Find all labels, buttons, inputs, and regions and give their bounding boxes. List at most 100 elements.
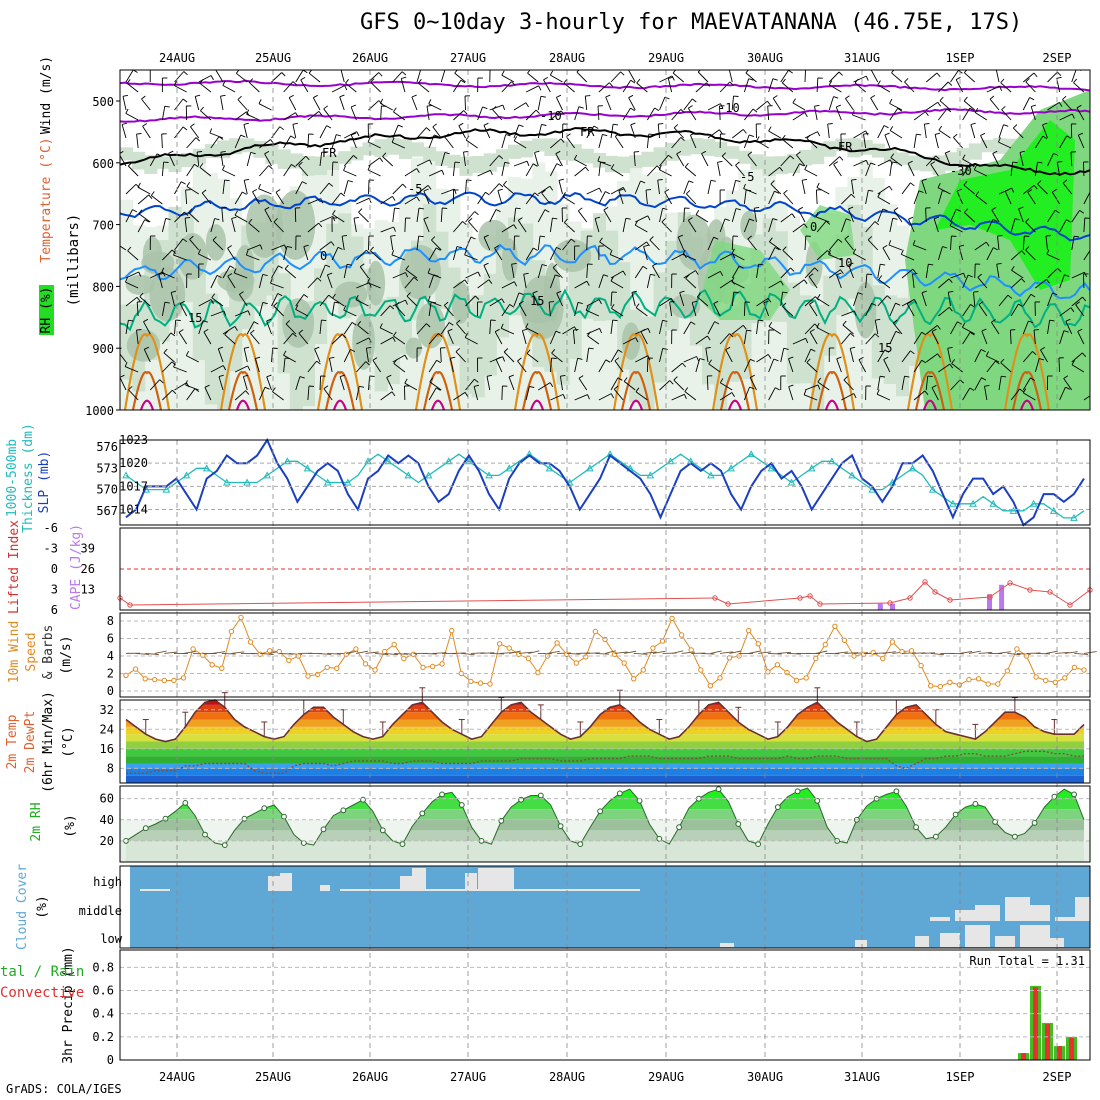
wind-barb xyxy=(295,309,309,317)
wind-barb xyxy=(921,180,927,195)
wind-barb xyxy=(142,126,151,139)
wind-barb-flag xyxy=(809,329,815,333)
wind-barb-flag xyxy=(1012,124,1018,129)
li-line xyxy=(934,591,951,601)
wind-barb xyxy=(220,152,224,167)
wind-barb xyxy=(390,236,394,251)
rh-shade-upper xyxy=(398,139,412,159)
wind-barb xyxy=(486,376,491,391)
wind-barb-flag xyxy=(891,70,895,74)
thickness-marker xyxy=(586,464,594,472)
wind-barb xyxy=(548,302,551,317)
wind-barb xyxy=(513,140,527,149)
wind-barb-flag xyxy=(201,189,207,194)
rh-shade-patch xyxy=(451,281,471,324)
wind-barb xyxy=(452,162,456,177)
wind-barb-flag xyxy=(183,71,188,76)
wind-barb xyxy=(865,333,876,345)
wind-barb-flag xyxy=(657,179,663,181)
wind-speed-marker xyxy=(784,669,790,676)
wind-barb xyxy=(1000,362,1012,373)
wind-barb xyxy=(998,141,1012,149)
wind-barb xyxy=(782,306,794,317)
rh-marker xyxy=(518,796,524,803)
wind-barb xyxy=(367,282,381,289)
wind-barb xyxy=(781,138,794,149)
wind-barb xyxy=(151,195,163,205)
wind-barb xyxy=(597,105,600,121)
wind-barb-flag xyxy=(587,394,590,400)
rh-shade-upper xyxy=(532,138,546,152)
wind-speed-marker xyxy=(707,683,714,689)
mid-cloud-block xyxy=(1030,905,1050,921)
wind-barb xyxy=(201,192,212,205)
wind-barb-flag xyxy=(685,274,690,279)
wind-barb-flag xyxy=(1033,72,1038,78)
wind-barb xyxy=(525,85,539,93)
wind-barb-flag xyxy=(746,329,752,332)
wind-barb xyxy=(997,236,1000,251)
wind-barb xyxy=(768,78,774,93)
rh-marker xyxy=(952,811,959,818)
wind-barb-flag xyxy=(628,70,629,71)
wind-barb-flag xyxy=(921,178,927,182)
wind-barb xyxy=(865,221,876,233)
wind-barb-flag xyxy=(262,273,268,277)
wind-barb xyxy=(844,238,854,251)
wind-barb-flag xyxy=(305,155,310,161)
wind-barb xyxy=(901,253,915,261)
wind-barb xyxy=(798,209,806,223)
wind-barb xyxy=(925,155,937,167)
wind-barb xyxy=(649,239,660,251)
rh-shade-mid xyxy=(605,230,619,321)
contour-label: 15 xyxy=(530,294,544,308)
wind-barb xyxy=(828,156,840,167)
wind-barb xyxy=(1022,97,1031,111)
wind-barb xyxy=(158,274,163,289)
wind-barb-flag xyxy=(949,221,953,226)
rh-marker xyxy=(537,792,544,799)
wind-barb-flag xyxy=(615,133,620,137)
wind-barb-flag xyxy=(1092,248,1096,251)
wind-barb xyxy=(634,241,647,251)
wind-barb xyxy=(465,179,467,195)
wind-speed-marker xyxy=(928,683,934,689)
wind-barb xyxy=(173,366,187,373)
wind-barb-flag xyxy=(527,70,531,74)
wind-barb xyxy=(125,209,133,223)
wind-barb-flag xyxy=(497,188,503,192)
wind-barb-flag xyxy=(218,346,224,350)
wind-barb xyxy=(222,85,236,93)
wind-barb-flag xyxy=(426,323,431,328)
wind-barb xyxy=(719,333,730,345)
li-marker xyxy=(1007,580,1013,586)
wind-barb xyxy=(962,107,971,121)
wind-barb xyxy=(258,274,264,289)
wind-barb-flag xyxy=(780,280,784,286)
wind-barb xyxy=(877,295,888,307)
rh-shade-mid xyxy=(435,231,449,310)
wind-barb-flag xyxy=(534,192,539,197)
wind-barb-flag xyxy=(837,238,843,243)
thickness-marker xyxy=(162,485,171,493)
wind-barb xyxy=(614,360,624,373)
contour-30 xyxy=(236,399,250,410)
wind-barb-flag xyxy=(854,78,859,84)
rh-shade-upper xyxy=(714,141,728,157)
wind-barb-flag xyxy=(853,393,857,399)
wind-barb xyxy=(610,291,613,307)
wind-barb xyxy=(508,376,515,391)
wind-barb xyxy=(501,74,515,83)
wind-barb-flag xyxy=(767,297,772,303)
wind-speed-marker xyxy=(746,627,752,634)
wind-barb-flag xyxy=(227,245,232,249)
wind-barb-flag xyxy=(258,99,262,104)
wind-barb xyxy=(889,218,894,233)
wind-barb-flag xyxy=(392,196,396,201)
wind-speed-marker xyxy=(247,639,254,645)
wind-barb-flag xyxy=(684,162,689,168)
wind-barb-flag xyxy=(1033,329,1040,331)
wind-barb-flag xyxy=(964,208,969,213)
wind-barb-flag xyxy=(246,109,250,115)
wind-barb-flag xyxy=(522,328,528,331)
